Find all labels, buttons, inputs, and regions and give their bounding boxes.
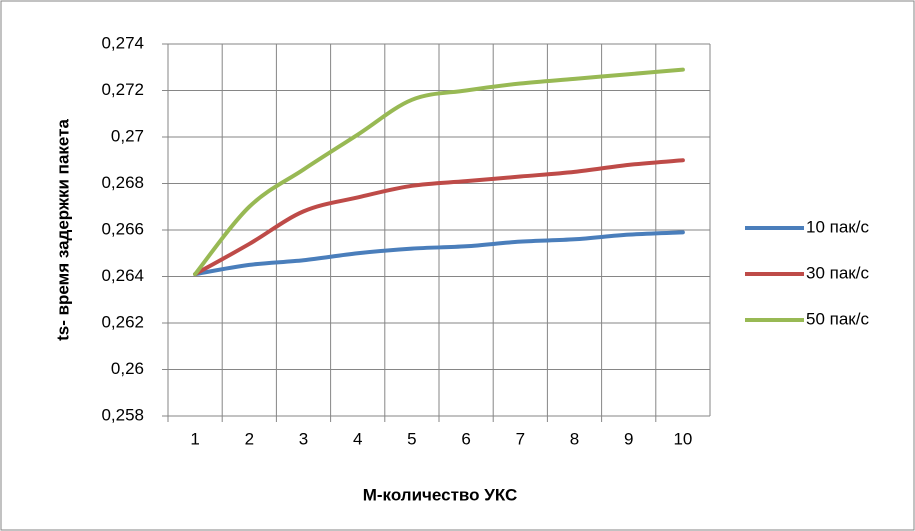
series-line bbox=[193, 67, 685, 277]
y-tick-label: 0,258 bbox=[101, 405, 144, 424]
y-tick-label: 0,274 bbox=[101, 33, 144, 52]
series-line bbox=[193, 158, 685, 277]
x-tick-label: 4 bbox=[353, 429, 362, 448]
x-tick-label: 7 bbox=[516, 429, 525, 448]
y-tick-label: 0,27 bbox=[111, 126, 144, 145]
x-tick-label: 1 bbox=[190, 429, 199, 448]
legend-label: 50 пак/с bbox=[806, 309, 869, 328]
x-tick-label: 9 bbox=[624, 429, 633, 448]
y-tick-label: 0,272 bbox=[101, 80, 144, 99]
x-tick-label: 5 bbox=[407, 429, 416, 448]
y-tick-label: 0,26 bbox=[111, 359, 144, 378]
y-tick-label: 0,264 bbox=[101, 266, 144, 285]
legend-label: 30 пак/с bbox=[806, 263, 869, 282]
x-tick-label: 10 bbox=[673, 429, 692, 448]
legend-label: 10 пак/с bbox=[806, 217, 869, 236]
x-tick-label: 3 bbox=[299, 429, 308, 448]
y-tick-label: 0,262 bbox=[101, 312, 144, 331]
x-tick-label: 6 bbox=[461, 429, 470, 448]
x-tick-label: 2 bbox=[245, 429, 254, 448]
y-tick-label: 0,266 bbox=[101, 219, 144, 238]
series-line bbox=[193, 230, 685, 277]
y-axis-title: ts- время задержки пакета bbox=[53, 119, 72, 341]
y-tick-label: 0,268 bbox=[101, 173, 144, 192]
x-axis-title: M-количество УКС bbox=[363, 485, 518, 504]
x-tick-label: 8 bbox=[570, 429, 579, 448]
